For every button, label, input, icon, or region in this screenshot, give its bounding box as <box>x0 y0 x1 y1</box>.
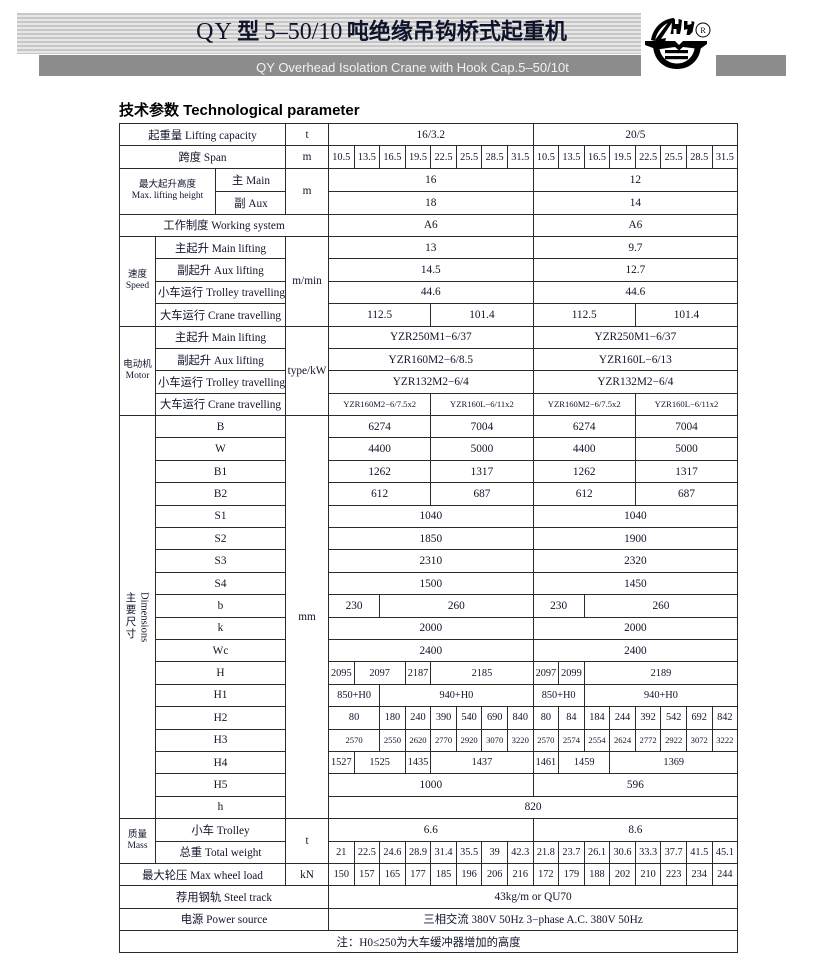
svg-text:R: R <box>700 26 706 35</box>
